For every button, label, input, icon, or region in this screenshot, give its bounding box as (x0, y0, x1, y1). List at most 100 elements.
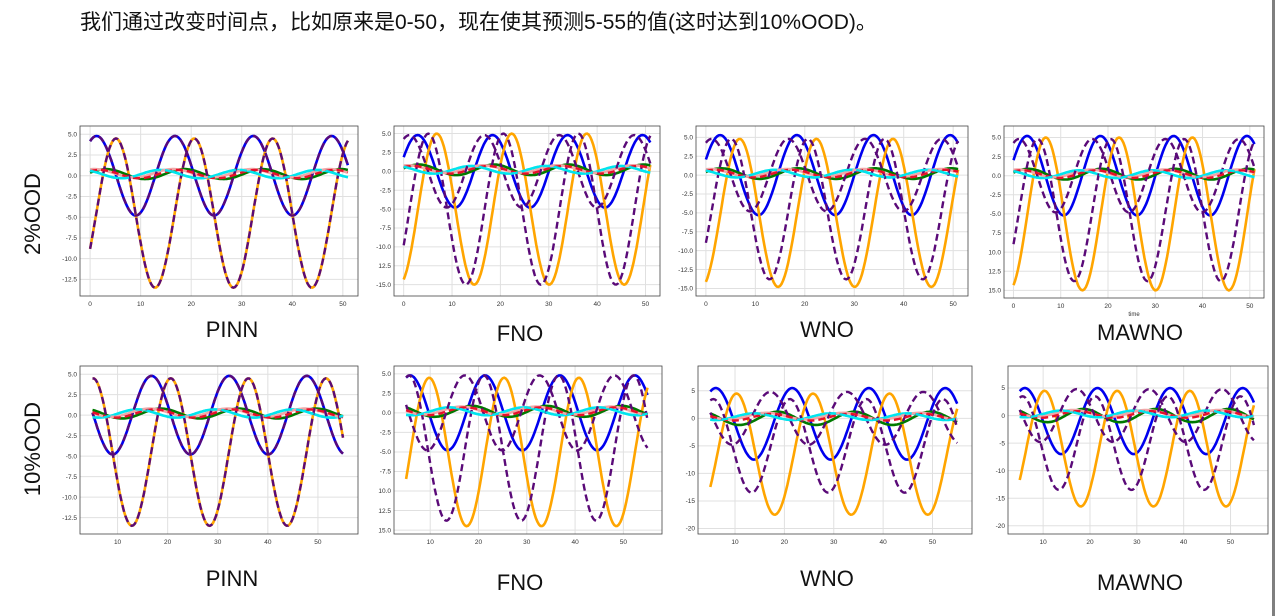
series-line-pred-purple_dashed (1012, 137, 1256, 283)
y-tick-label: -7.5 (66, 474, 78, 481)
chart-pinn-10-ood: 10 20 30 40 50 5.0 2.5 0.0 -2.5 -5.0 -7.5 -10.0 -12.… (62, 365, 359, 546)
series-line-truth-pink (403, 163, 651, 175)
slide-edge-divider (1272, 0, 1275, 616)
x-tick-label: 50 (314, 539, 322, 546)
plot-area (1004, 126, 1264, 298)
y-tick-label: -5 (999, 440, 1005, 447)
y-tick-label: -20 (686, 526, 696, 533)
x-tick-label: 50 (1227, 539, 1235, 546)
plot-frame (697, 365, 973, 535)
x-tick-label: 20 (1104, 303, 1112, 310)
x-tick-label: 40 (264, 539, 272, 546)
plot-area (394, 126, 660, 296)
y-tick-label: -20 (996, 523, 1006, 530)
row-label-10-ood: 10%OOD (20, 401, 45, 497)
series-line-truth-blue (405, 374, 649, 452)
series-line-pred-purple_dashed (91, 374, 344, 456)
y-tick-label: 12.5 (988, 268, 1001, 275)
x-tick-label: 50 (339, 301, 347, 308)
y-tick-label: 2.5 (382, 150, 391, 157)
panel-label-fno-10-ood: FNO (496, 570, 544, 595)
x-tick-label: 30 (830, 539, 838, 546)
x-tick-label: 30 (523, 539, 531, 546)
x-tick-label: 50 (1246, 303, 1254, 310)
y-tick-label: -10 (996, 468, 1006, 475)
series-line-truth-blue (1012, 134, 1256, 217)
y-tick-label: -15.0 (376, 282, 391, 289)
y-tick-label: -7.5 (682, 229, 694, 236)
y-tick-label: 5.0 (684, 135, 693, 142)
x-tick-label: 30 (214, 539, 222, 546)
y-tick-label: -12.5 (62, 277, 77, 284)
series-line-truth-orange (1012, 136, 1256, 292)
chart-mawno-2-ood: 0 10 20 30 40 50 5.0 2.5 0.0 -2.5 -5.0 7.5 10.0 12.5 1… (988, 125, 1265, 318)
x-tick-label: 40 (594, 301, 602, 308)
plot-frame (79, 365, 359, 535)
y-tick-label: 5 (1001, 385, 1005, 392)
y-tick-label: -2.5 (380, 187, 392, 194)
series-line-pred-red (403, 164, 651, 175)
series-line-pred-red (405, 406, 648, 417)
y-tick-label: -5.0 (990, 211, 1002, 218)
y-tick-label: 5.0 (382, 371, 391, 378)
series-line-truth-orange (704, 137, 960, 289)
y-tick-label: 5.0 (992, 135, 1001, 142)
series-line-pred-purple_dashed (1012, 137, 1256, 214)
x-tick-label: 0 (1012, 303, 1016, 310)
series-line-truth-orange (404, 376, 649, 528)
y-tick-label: 2.5 (68, 392, 77, 399)
series-line-pred-purple_dashed (88, 137, 349, 289)
series-line-pred-purple_dashed (404, 374, 649, 452)
series-line-truth-orange (1018, 389, 1256, 508)
y-tick-label: -2.5 (990, 192, 1002, 199)
series-line-pred-purple_dashed (704, 137, 960, 281)
panel-label-wno-10-ood: WNO (800, 566, 854, 591)
series-line-truth-green (709, 410, 958, 427)
y-tick-label: 5.0 (68, 371, 77, 378)
x-tick-label: 30 (1133, 539, 1141, 546)
y-tick-label: 12.5 (378, 508, 391, 515)
series-line-pred-purple_dashed (89, 134, 350, 217)
y-tick-label: 7.5 (992, 230, 1001, 237)
y-tick-label: 15.0 (988, 288, 1001, 295)
y-tick-label: 15.0 (378, 527, 391, 534)
chart-pinn-2-ood: 0 10 20 30 40 50 5.0 2.5 0.0 -2.5 -5.0 -7.5 -10.0 -12… (62, 125, 359, 308)
y-tick-label: -7.5 (380, 469, 392, 476)
y-tick-label: 5.0 (382, 131, 391, 138)
x-tick-label: 0 (88, 301, 92, 308)
y-tick-label: -5.0 (380, 206, 392, 213)
y-tick-label: 10.0 (988, 249, 1001, 256)
row-label-2-ood: 2%OOD (20, 173, 45, 255)
chart-fno-2-ood: 0 10 20 30 40 50 5.0 2.5 0.0 -2.5 -5.0 -7.5 -10.0 12.… (376, 125, 661, 308)
y-tick-label: -7.5 (380, 225, 392, 232)
x-tick-label: 10 (137, 301, 145, 308)
series-line-pred-purple_dashed (704, 137, 960, 213)
y-tick-label: 2.5 (992, 154, 1001, 161)
y-tick-label: -10.0 (376, 244, 391, 251)
y-tick-label: -2.5 (682, 191, 694, 198)
y-tick-label: -2.5 (66, 194, 78, 201)
panel-label-mawno-10-ood: MAWNO (1097, 570, 1183, 595)
series-line-pred-cyan (1019, 409, 1255, 419)
series-line-pred-red (1013, 169, 1255, 180)
y-tick-label: 0.0 (68, 412, 77, 419)
panel-label-wno-2-ood: WNO (800, 317, 854, 342)
series-line-truth-pink (92, 407, 344, 419)
series-line-truth-green (92, 407, 344, 420)
series-line-truth-orange (709, 392, 959, 516)
y-tick-label: 2.5 (684, 153, 693, 160)
x-tick-label: 40 (1199, 303, 1207, 310)
panel-label-pinn-2-ood: PINN (205, 317, 259, 342)
series-line-pred-cyan (405, 406, 648, 417)
x-tick-label: 10 (427, 539, 435, 546)
series-line-pred-purple_dashed (92, 377, 345, 528)
x-tick-label: 20 (801, 301, 809, 308)
x-tick-label: 20 (475, 539, 483, 546)
y-tick-label: -10.0 (62, 494, 77, 501)
series-line-pred-purple_dashed (1018, 395, 1256, 492)
y-tick-label: 0.0 (382, 410, 391, 417)
x-tick-label: 20 (164, 539, 172, 546)
y-tick-label: -10.0 (62, 256, 77, 263)
series-line-pred-purple_dashed (402, 132, 652, 286)
